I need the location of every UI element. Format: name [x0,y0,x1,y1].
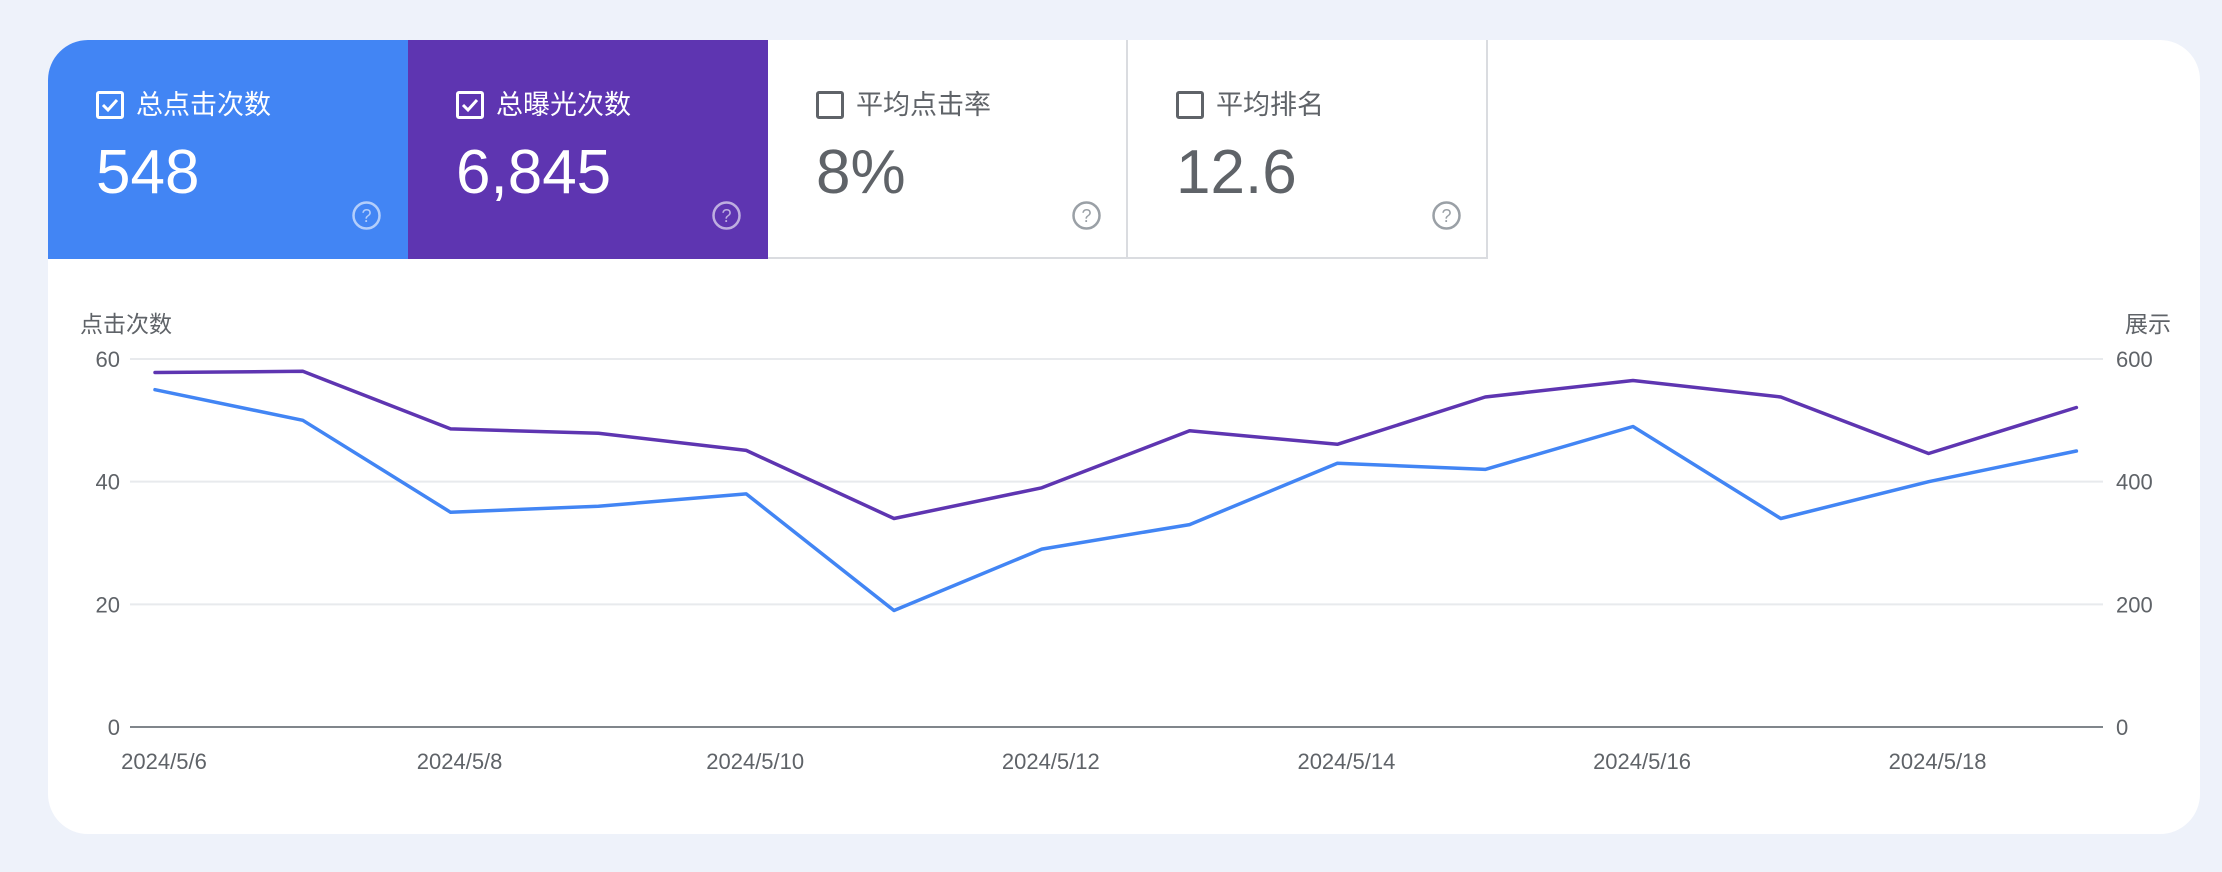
y-left-tick-label: 40 [96,470,120,495]
y-ticks: 0 0 20 200 40 400 60 600 [96,347,2153,740]
x-tick-label: 2024/5/12 [1002,749,1100,774]
checkbox-unchecked-icon[interactable] [1176,91,1204,119]
x-tick-label: 2024/5/16 [1593,749,1691,774]
y-left-tick-label: 60 [96,347,120,372]
checkbox-unchecked-icon[interactable] [816,91,844,119]
metric-label: 总曝光次数 [496,90,631,120]
y-right-tick-label: 200 [2116,592,2153,617]
metric-label: 总点击次数 [136,90,271,120]
y-left-tick-label: 20 [96,592,120,617]
svg-text:?: ? [721,206,731,226]
grid [130,358,2103,728]
y-right-tick-label: 600 [2116,347,2153,372]
metric-value: 548 [96,138,200,207]
x-ticks: 2024/5/6 2024/5/8 2024/5/10 2024/5/12 2024/5… [121,749,1986,774]
series-line-impressions [153,369,2079,521]
x-tick-label: 2024/5/6 [121,749,207,774]
metric-card-average-ctr[interactable]: 平均点击率 8% ? [768,40,1128,259]
help-icon[interactable]: ? [351,200,382,231]
metric-card-total-clicks[interactable]: 总点击次数 548 ? [48,40,408,259]
y-right-axis-title: 展示 [2125,311,2171,337]
metric-card-total-impressions[interactable]: 总曝光次数 6,845 ? [408,40,768,259]
metric-value: 12.6 [1176,138,1297,207]
help-icon[interactable]: ? [711,200,742,231]
y-left-axis-title: 点击次数 [80,311,172,337]
series-line-clicks [153,387,2079,613]
metric-card-average-position[interactable]: 平均排名 12.6 ? [1128,40,1488,259]
help-icon[interactable]: ? [1431,200,1462,231]
series-lines [153,369,2079,613]
svg-text:?: ? [361,206,371,226]
checkbox-checked-icon[interactable] [96,91,124,119]
y-right-tick-label: 400 [2116,470,2153,495]
svg-text:?: ? [1441,206,1451,226]
svg-text:?: ? [1081,206,1091,226]
y-right-tick-label: 0 [2116,715,2128,740]
metric-value: 6,845 [456,138,612,207]
metric-value: 8% [816,138,906,207]
x-tick-label: 2024/5/14 [1297,749,1395,774]
y-left-tick-label: 0 [108,715,120,740]
x-tick-label: 2024/5/18 [1889,749,1987,774]
metric-label: 平均点击率 [856,90,991,120]
checkbox-checked-icon[interactable] [456,91,484,119]
help-icon[interactable]: ? [1071,200,1102,231]
metric-cards: 总点击次数 548 ? 总曝光次数 6,845 ? 平均点击率 8% [48,40,1488,259]
x-tick-label: 2024/5/10 [706,749,804,774]
performance-panel: 总点击次数 548 ? 总曝光次数 6,845 ? 平均点击率 8% [48,40,2200,834]
metric-label: 平均排名 [1216,90,1324,120]
x-tick-label: 2024/5/8 [417,749,503,774]
